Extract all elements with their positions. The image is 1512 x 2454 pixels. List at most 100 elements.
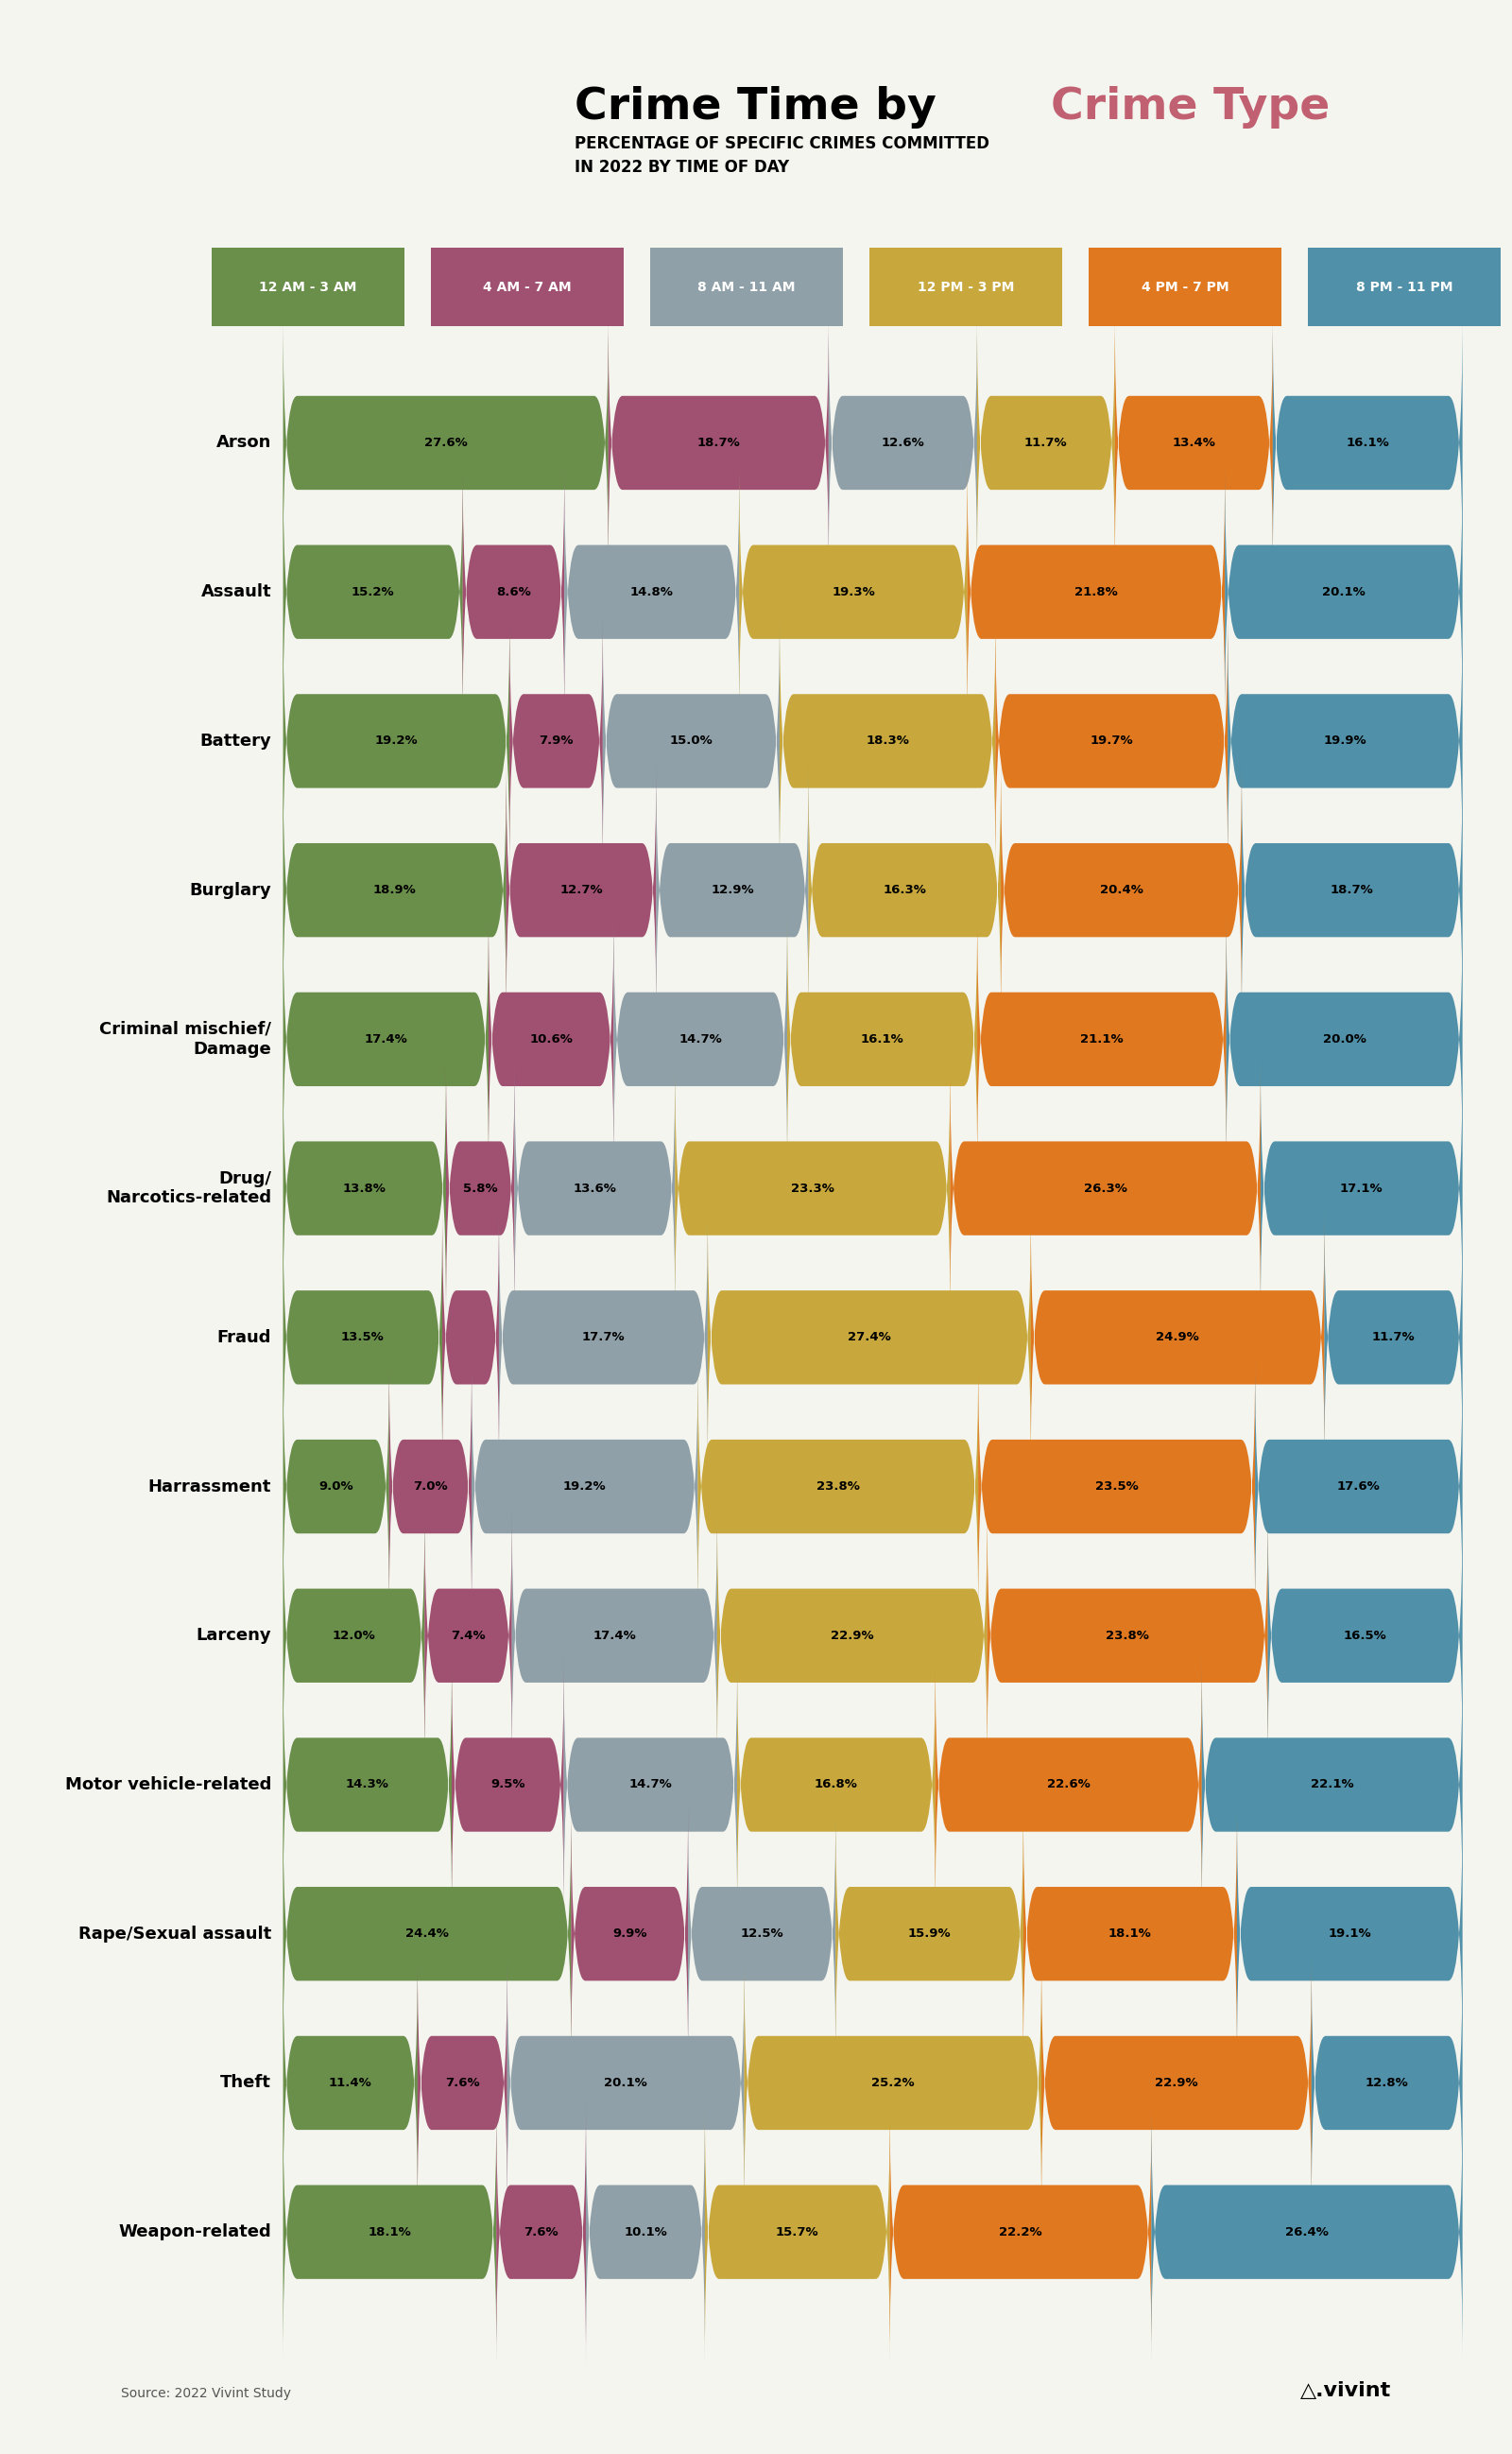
FancyBboxPatch shape (585, 2101, 705, 2363)
FancyBboxPatch shape (674, 1055, 950, 1320)
FancyBboxPatch shape (744, 1951, 1042, 2216)
Text: 21.1%: 21.1% (1080, 1033, 1123, 1045)
Text: 25.2%: 25.2% (871, 2076, 915, 2088)
FancyBboxPatch shape (564, 1654, 738, 1917)
Text: 15.0%: 15.0% (670, 734, 712, 746)
Text: 16.1%: 16.1% (860, 1033, 904, 1045)
Text: Weapon-related: Weapon-related (118, 2223, 271, 2241)
Text: 18.7%: 18.7% (1331, 883, 1374, 896)
FancyBboxPatch shape (1273, 312, 1462, 574)
Text: 16.1%: 16.1% (1346, 437, 1390, 449)
Text: PERCENTAGE OF SPECIFIC CRIMES COMMITTED
IN 2022 BY TIME OF DAY: PERCENTAGE OF SPECIFIC CRIMES COMMITTED … (575, 135, 989, 177)
FancyBboxPatch shape (472, 1355, 699, 1620)
Text: 18.1%: 18.1% (1108, 1929, 1152, 1941)
Text: Arson: Arson (216, 434, 271, 452)
Text: 19.9%: 19.9% (1323, 734, 1367, 746)
FancyBboxPatch shape (788, 908, 977, 1171)
FancyBboxPatch shape (968, 459, 1225, 724)
FancyBboxPatch shape (836, 1801, 1024, 2066)
Text: Fraud: Fraud (218, 1330, 271, 1345)
Text: 7.0%: 7.0% (413, 1480, 448, 1492)
FancyBboxPatch shape (283, 1654, 452, 1917)
Text: 23.3%: 23.3% (791, 1183, 835, 1195)
Text: 13.8%: 13.8% (343, 1183, 386, 1195)
Text: 7.6%: 7.6% (523, 2226, 558, 2238)
Text: 12.6%: 12.6% (881, 437, 924, 449)
Text: 20.1%: 20.1% (1321, 587, 1365, 599)
FancyBboxPatch shape (608, 312, 829, 574)
Text: 7.4%: 7.4% (451, 1629, 485, 1642)
FancyBboxPatch shape (614, 908, 788, 1171)
Text: 17.4%: 17.4% (364, 1033, 407, 1045)
Text: 22.9%: 22.9% (1155, 2076, 1198, 2088)
Text: 15.9%: 15.9% (907, 1929, 951, 1941)
FancyBboxPatch shape (1114, 312, 1273, 574)
Text: 4 AM - 7 AM: 4 AM - 7 AM (484, 280, 572, 294)
Text: 8 AM - 11 AM: 8 AM - 11 AM (697, 280, 795, 294)
FancyBboxPatch shape (1267, 1504, 1462, 1767)
Text: Battery: Battery (200, 734, 271, 748)
FancyBboxPatch shape (514, 1055, 676, 1320)
Text: 24.9%: 24.9% (1157, 1330, 1199, 1345)
Text: 14.3%: 14.3% (346, 1779, 389, 1791)
Text: 26.4%: 26.4% (1285, 2226, 1329, 2238)
FancyBboxPatch shape (283, 2101, 496, 2363)
Text: 27.4%: 27.4% (848, 1330, 891, 1345)
FancyBboxPatch shape (1255, 1355, 1462, 1620)
FancyBboxPatch shape (572, 1801, 688, 2066)
Text: 19.7%: 19.7% (1090, 734, 1132, 746)
Text: 15.2%: 15.2% (351, 587, 395, 599)
Text: 18.9%: 18.9% (373, 883, 416, 896)
Text: 12.0%: 12.0% (333, 1629, 375, 1642)
Text: Theft: Theft (221, 2074, 271, 2091)
Text: 22.9%: 22.9% (830, 1629, 874, 1642)
FancyBboxPatch shape (499, 1205, 708, 1470)
FancyBboxPatch shape (283, 908, 488, 1171)
Text: 18.7%: 18.7% (697, 437, 739, 449)
FancyBboxPatch shape (705, 2101, 891, 2363)
FancyBboxPatch shape (283, 758, 507, 1021)
Text: 13.5%: 13.5% (342, 1330, 384, 1345)
Text: 12.9%: 12.9% (711, 883, 754, 896)
Text: 17.7%: 17.7% (582, 1330, 624, 1345)
FancyBboxPatch shape (283, 459, 463, 724)
Text: Source: 2022 Vivint Study: Source: 2022 Vivint Study (121, 2388, 290, 2400)
FancyBboxPatch shape (463, 459, 564, 724)
Text: 20.1%: 20.1% (605, 2076, 647, 2088)
Text: 16.5%: 16.5% (1344, 1629, 1387, 1642)
FancyBboxPatch shape (283, 1801, 572, 2066)
FancyBboxPatch shape (488, 908, 614, 1171)
Text: 12 AM - 3 AM: 12 AM - 3 AM (259, 280, 357, 294)
FancyBboxPatch shape (283, 1055, 446, 1320)
Text: 19.2%: 19.2% (375, 734, 417, 746)
Text: 12.7%: 12.7% (559, 883, 603, 896)
Text: Larceny: Larceny (197, 1627, 271, 1644)
FancyBboxPatch shape (950, 1055, 1261, 1320)
FancyBboxPatch shape (510, 609, 603, 874)
Text: 19.1%: 19.1% (1328, 1929, 1371, 1941)
FancyBboxPatch shape (978, 1355, 1255, 1620)
Text: 22.6%: 22.6% (1046, 1779, 1090, 1791)
Text: 19.3%: 19.3% (832, 587, 875, 599)
Text: 12.5%: 12.5% (741, 1929, 783, 1941)
FancyBboxPatch shape (739, 459, 968, 724)
Text: 17.4%: 17.4% (593, 1629, 637, 1642)
FancyBboxPatch shape (446, 1055, 514, 1320)
FancyBboxPatch shape (936, 1654, 1202, 1917)
FancyBboxPatch shape (496, 2101, 587, 2363)
FancyBboxPatch shape (425, 1504, 513, 1767)
FancyBboxPatch shape (780, 609, 995, 874)
Text: 27.6%: 27.6% (423, 437, 467, 449)
FancyBboxPatch shape (1225, 459, 1462, 724)
FancyBboxPatch shape (283, 1951, 417, 2216)
FancyBboxPatch shape (564, 459, 739, 724)
FancyBboxPatch shape (1001, 758, 1241, 1021)
Text: 11.7%: 11.7% (1025, 437, 1067, 449)
FancyBboxPatch shape (1151, 2101, 1462, 2363)
Text: 17.1%: 17.1% (1340, 1183, 1383, 1195)
FancyBboxPatch shape (829, 312, 977, 574)
FancyBboxPatch shape (1228, 609, 1462, 874)
FancyBboxPatch shape (1031, 1205, 1325, 1470)
FancyBboxPatch shape (738, 1654, 936, 1917)
Text: Crime Time by: Crime Time by (575, 86, 953, 128)
